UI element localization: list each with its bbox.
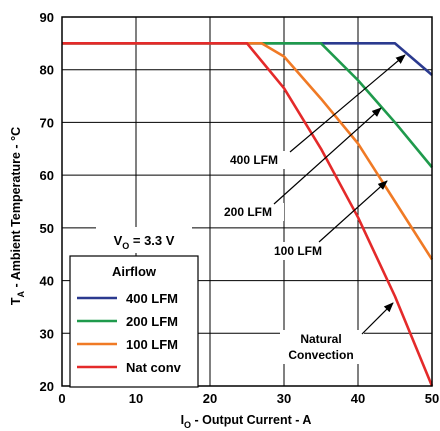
y-tick-label-40: 40: [40, 274, 54, 289]
annotation-natural: Natural: [300, 332, 341, 346]
y-tick-label-30: 30: [40, 326, 54, 341]
y-axis-title: TA - Ambient Temperature - °C: [9, 127, 26, 305]
annotation-400-bg: [218, 151, 290, 169]
arrow-natconv: [361, 302, 394, 335]
annotations: 400 LFM 200 LFM 100 LFM Natural Convecti…: [212, 54, 406, 364]
y-tick-label-90: 90: [40, 10, 54, 25]
vo-label: VO = 3.3 V: [114, 233, 175, 251]
vo-label-rest: = 3.3 V: [129, 233, 174, 248]
arrow-400-lfm: [289, 54, 406, 153]
annotation-natconv-bg: [280, 330, 364, 364]
series-line-0: [62, 42, 433, 76]
plot-frame: [61, 16, 433, 387]
x-tick-label-10: 10: [129, 391, 143, 406]
x-tick-label-30: 30: [277, 391, 291, 406]
y-axis-title-sub: A: [16, 290, 26, 297]
y-axis-title-rest: - Ambient Temperature - °C: [9, 127, 23, 291]
y-tick-label-50: 50: [40, 221, 54, 236]
annotation-100-lfm: 100 LFM: [274, 244, 322, 258]
legend: Airflow 400 LFM 200 LFM 100 LFM Nat conv: [69, 255, 199, 388]
series-line-3: [62, 42, 434, 387]
arrow-200-lfm: [273, 107, 382, 205]
vo-label-box: [96, 227, 192, 253]
annotation-convection: Convection: [288, 348, 353, 362]
x-axis-title: IO - Output Current - A: [181, 413, 312, 430]
y-tick-label-80: 80: [40, 63, 54, 78]
annotation-400-lfm: 400 LFM: [230, 153, 278, 167]
x-axis-title-rest: - Output Current - A: [191, 413, 311, 427]
series-lines: [62, 42, 434, 387]
series-line-2: [62, 42, 434, 261]
legend-entry-3: Nat conv: [126, 360, 182, 375]
x-tick-label-50: 50: [425, 391, 439, 406]
x-tick-label-40: 40: [351, 391, 365, 406]
y-tick-label-60: 60: [40, 168, 54, 183]
y-tick-label-20: 20: [40, 379, 54, 394]
annotation-100-bg: [262, 242, 334, 260]
x-axis-title-main: I: [181, 413, 184, 427]
annotation-200-bg: [212, 203, 284, 221]
arrow-100-lfm: [318, 180, 388, 243]
x-tick-label-0: 0: [58, 391, 65, 406]
y-axis-title-main: T: [9, 297, 23, 305]
y-tick-labels: 20 30 40 50 60 70 80 90: [40, 10, 54, 394]
x-tick-labels: 0 10 20 30 40 50: [58, 391, 439, 406]
series-line-1: [62, 42, 434, 169]
y-tick-label-70: 70: [40, 115, 54, 130]
x-axis-title-sub: O: [184, 420, 191, 430]
vo-label-main: V: [114, 233, 123, 248]
x-tick-label-20: 20: [203, 391, 217, 406]
legend-entry-2: 100 LFM: [126, 337, 178, 352]
legend-entry-0: 400 LFM: [126, 291, 178, 306]
legend-title: Airflow: [112, 264, 157, 279]
annotation-200-lfm: 200 LFM: [224, 205, 272, 219]
vo-label-sub: O: [122, 241, 129, 251]
legend-entry-1: 200 LFM: [126, 314, 178, 329]
